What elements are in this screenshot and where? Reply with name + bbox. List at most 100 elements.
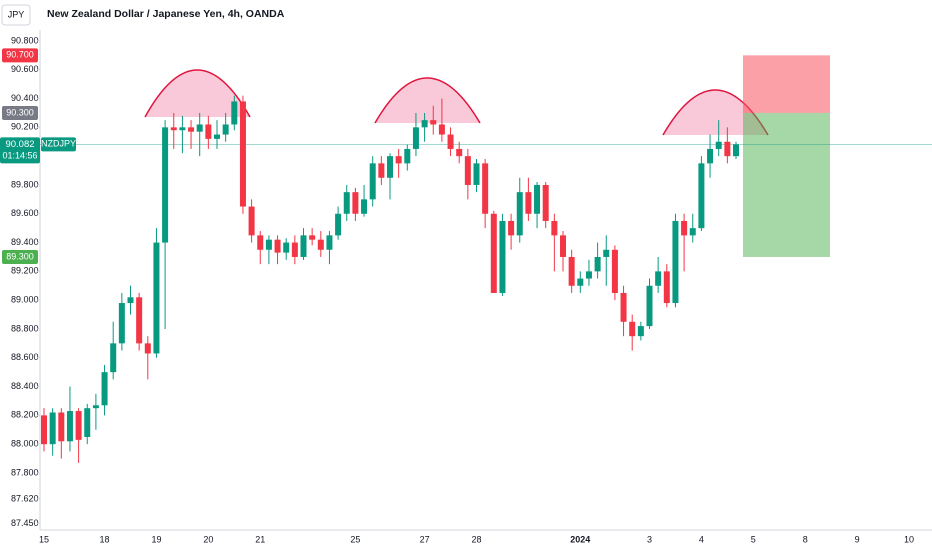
candle-body	[568, 256, 575, 286]
candle-body	[707, 148, 714, 164]
candle-body	[473, 163, 480, 185]
candle-body	[369, 163, 376, 200]
candle-body	[387, 156, 393, 178]
x-tick-label: 3	[647, 534, 652, 544]
y-tick-label: 89.600	[11, 208, 39, 218]
candle-body	[196, 124, 203, 132]
target-zone	[743, 112, 830, 257]
candle-body	[127, 297, 134, 304]
y-tick-label: 89.200	[11, 266, 39, 276]
candle-body	[118, 303, 125, 344]
entry-tag	[2, 105, 38, 120]
candle-body	[222, 124, 229, 135]
x-tick-label: 9	[855, 534, 860, 544]
candle-body	[698, 163, 705, 229]
target-label: 89.300	[6, 251, 34, 261]
currency-box[interactable]	[1, 4, 31, 26]
candle-body	[603, 249, 610, 257]
candle-body	[205, 124, 212, 139]
candle-body	[326, 235, 333, 250]
candle-body	[58, 412, 65, 442]
candle-body	[300, 235, 307, 257]
symbol-tag	[41, 137, 76, 152]
candle-body	[239, 101, 246, 207]
y-tick-label: 88.400	[11, 381, 39, 391]
candle-body	[66, 411, 73, 442]
candle-body	[378, 163, 385, 178]
candle-body	[438, 124, 445, 135]
candle-body	[309, 235, 316, 240]
candle-body	[188, 127, 195, 132]
candle-body	[447, 134, 454, 149]
candle-body	[162, 127, 169, 243]
target-tag	[2, 249, 38, 264]
y-tick-label: 88.000	[11, 439, 39, 449]
candle-body	[715, 141, 722, 149]
candle-body	[421, 120, 428, 128]
candle-body	[629, 321, 636, 337]
x-tick-label: 10	[904, 534, 914, 544]
candle-body	[516, 192, 523, 236]
candle-body	[317, 239, 324, 250]
y-tick-label: 87.620	[11, 493, 39, 503]
candle-body	[482, 163, 489, 214]
x-tick-label: 2024	[570, 534, 590, 544]
x-tick-label: 4	[699, 534, 704, 544]
countdown: 01:14:56	[2, 151, 37, 161]
candle-body	[92, 405, 99, 409]
candle-body	[551, 220, 558, 236]
candle-body	[508, 220, 515, 236]
candle-body	[646, 285, 653, 327]
candle-body	[343, 192, 350, 214]
y-tick-label: 88.600	[11, 352, 39, 362]
x-tick-label: 20	[203, 534, 213, 544]
candle-body	[257, 235, 264, 250]
candle-body	[655, 271, 662, 286]
candle-body	[689, 228, 696, 236]
candle-body	[144, 343, 151, 354]
candle-body	[265, 239, 272, 250]
arch-line	[374, 77, 481, 124]
candle-body	[412, 127, 419, 149]
candle-body	[291, 242, 298, 257]
candle-body	[101, 372, 108, 406]
candle-body	[542, 184, 549, 221]
candle-body	[49, 412, 56, 445]
y-tick-label: 89.400	[11, 237, 39, 247]
candle-body	[274, 239, 281, 253]
x-tick-label: 15	[39, 534, 49, 544]
y-tick-label: 89.000	[11, 295, 39, 305]
candle-body	[136, 297, 143, 344]
x-tick-label: 19	[151, 534, 161, 544]
y-tick-label: 90.600	[11, 64, 39, 74]
candle-body	[395, 156, 402, 164]
candle-body	[724, 141, 731, 157]
candle-body	[560, 235, 566, 257]
candle-body	[75, 411, 82, 440]
candle-body	[733, 144, 739, 157]
stop-tag	[2, 48, 38, 63]
candle-body	[681, 220, 688, 236]
candle-body	[231, 101, 238, 125]
candle-body	[153, 242, 160, 354]
candle-body	[637, 326, 644, 337]
x-tick-label: 21	[255, 534, 265, 544]
candle-body	[361, 199, 368, 214]
candle-body	[430, 120, 437, 125]
y-tick-label: 90.400	[11, 93, 39, 103]
y-tick-label: 87.800	[11, 467, 39, 477]
candle-body	[534, 184, 541, 214]
chart-title: New Zealand Dollar / Japanese Yen, 4h, O…	[47, 8, 285, 20]
candle-body	[499, 220, 506, 293]
last-price-label: 90.082	[5, 139, 34, 150]
y-tick-label: 88.800	[11, 323, 39, 333]
candle-body	[525, 192, 532, 214]
candle-body	[214, 134, 220, 139]
candle-body	[585, 271, 592, 279]
candle-body	[248, 206, 255, 236]
candle-body	[110, 343, 117, 373]
arch-line	[144, 69, 251, 118]
x-tick-label: 5	[751, 534, 756, 544]
candle-body	[179, 127, 186, 131]
